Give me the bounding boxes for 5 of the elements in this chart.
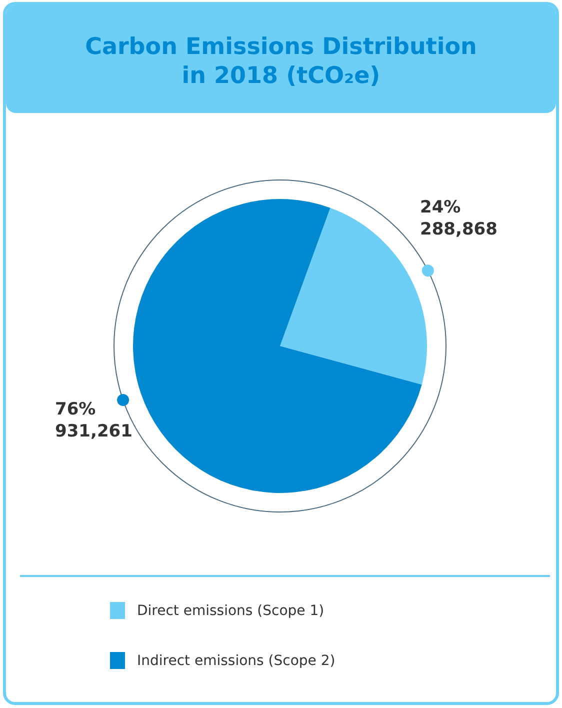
legend-label: Direct emissions (Scope 1) [137, 602, 324, 618]
legend-label: Indirect emissions (Scope 2) [137, 652, 336, 668]
data-label: 76% 931,261 [55, 399, 132, 442]
data-label: 24% 288,868 [420, 197, 498, 240]
chart-title: Carbon Emissions Distribution in 2018 (tCO₂e) [84, 33, 478, 91]
